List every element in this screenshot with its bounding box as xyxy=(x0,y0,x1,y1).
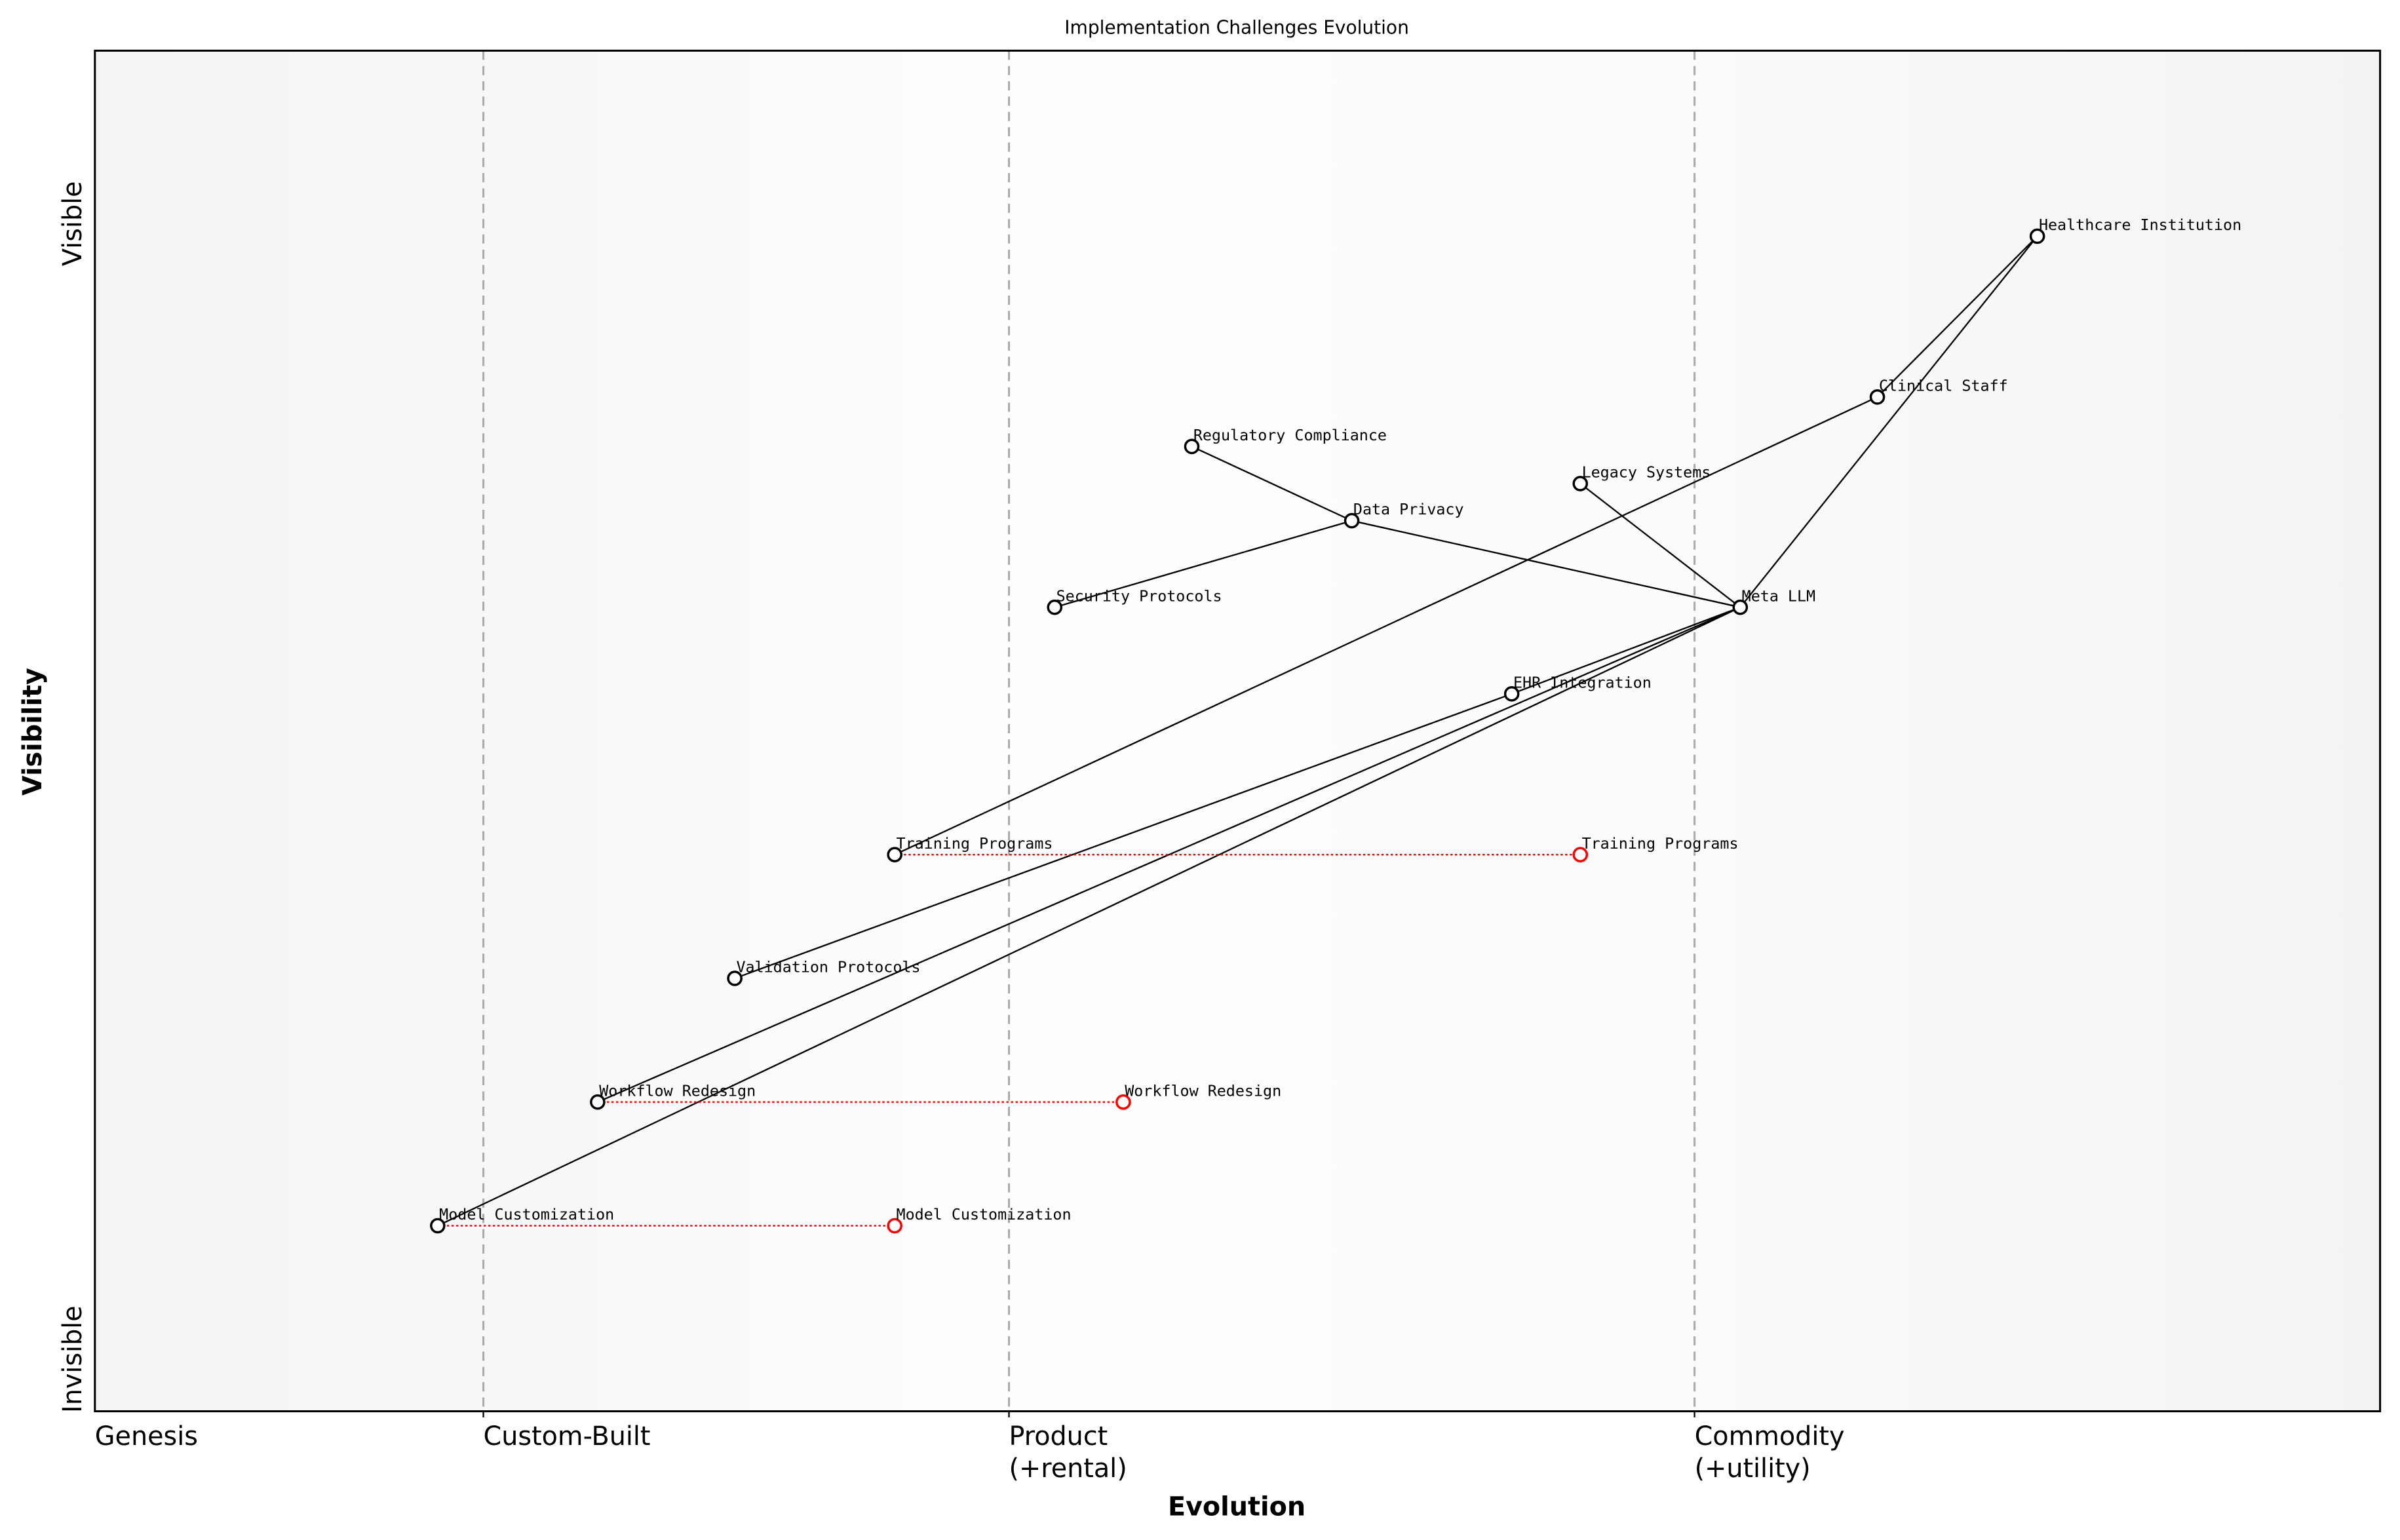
dependency-link xyxy=(1876,235,2038,398)
component-label: Security Protocols xyxy=(1056,587,1222,605)
evolved-component-marker xyxy=(887,1218,902,1234)
dependency-link xyxy=(1054,520,1352,608)
plot-frame xyxy=(94,49,2382,1413)
component-marker xyxy=(430,1218,446,1234)
component-marker xyxy=(1184,438,1200,455)
evolved-component-label: Model Customization xyxy=(897,1205,1072,1223)
component-label: Regulatory Compliance xyxy=(1193,426,1387,444)
evolved-component-label: Workflow Redesign xyxy=(1125,1081,1281,1100)
dependency-link xyxy=(1191,446,1353,522)
component-marker xyxy=(1732,599,1749,615)
y-label-visible: Visible xyxy=(58,181,88,266)
x-tick-label: Custom-Built xyxy=(484,1421,651,1452)
component-marker xyxy=(887,847,902,862)
component-label: Clinical Staff xyxy=(1879,376,2008,395)
component-label: Meta LLM xyxy=(1742,587,1815,605)
component-marker xyxy=(590,1094,606,1110)
component-marker xyxy=(1869,389,1886,405)
dependency-link xyxy=(1351,520,1741,608)
component-marker xyxy=(1344,512,1360,529)
y-axis-title: Visibility xyxy=(18,668,48,796)
x-tick-label: Product (+rental) xyxy=(1009,1421,1127,1484)
dependency-link xyxy=(597,606,1741,1103)
component-label: Validation Protocols xyxy=(736,958,920,976)
component-label: Model Customization xyxy=(439,1205,614,1223)
dependency-link xyxy=(437,606,1741,1227)
component-marker xyxy=(1572,476,1589,491)
component-label: Workflow Redesign xyxy=(599,1081,756,1100)
dependency-link xyxy=(734,693,1513,980)
x-tick-label: Genesis xyxy=(95,1421,198,1452)
component-label: Training Programs xyxy=(897,834,1053,853)
evolved-component-marker xyxy=(1572,847,1589,862)
component-marker xyxy=(1047,599,1063,615)
dependency-link xyxy=(1511,606,1741,695)
component-label: Healthcare Institution xyxy=(2039,216,2241,234)
dependency-link xyxy=(894,396,1878,856)
component-label: EHR Integration xyxy=(1513,673,1652,691)
evolved-component-marker xyxy=(1115,1094,1131,1110)
component-marker xyxy=(727,971,743,986)
component-marker xyxy=(2029,228,2045,244)
component-label: Data Privacy xyxy=(1353,500,1464,518)
evolved-component-label: Training Programs xyxy=(1582,834,1739,853)
component-marker xyxy=(1503,686,1520,702)
y-label-invisible: Invisible xyxy=(58,1305,88,1413)
dependency-link xyxy=(1739,235,2038,608)
x-axis-title: Evolution xyxy=(1168,1492,1306,1522)
x-tick-label: Commodity (+utility) xyxy=(1695,1421,1845,1484)
component-label: Legacy Systems xyxy=(1582,463,1711,482)
plot-background xyxy=(94,50,2380,1412)
dependency-link xyxy=(1579,483,1741,608)
chart-title: Implementation Challenges Evolution xyxy=(1064,17,1409,39)
